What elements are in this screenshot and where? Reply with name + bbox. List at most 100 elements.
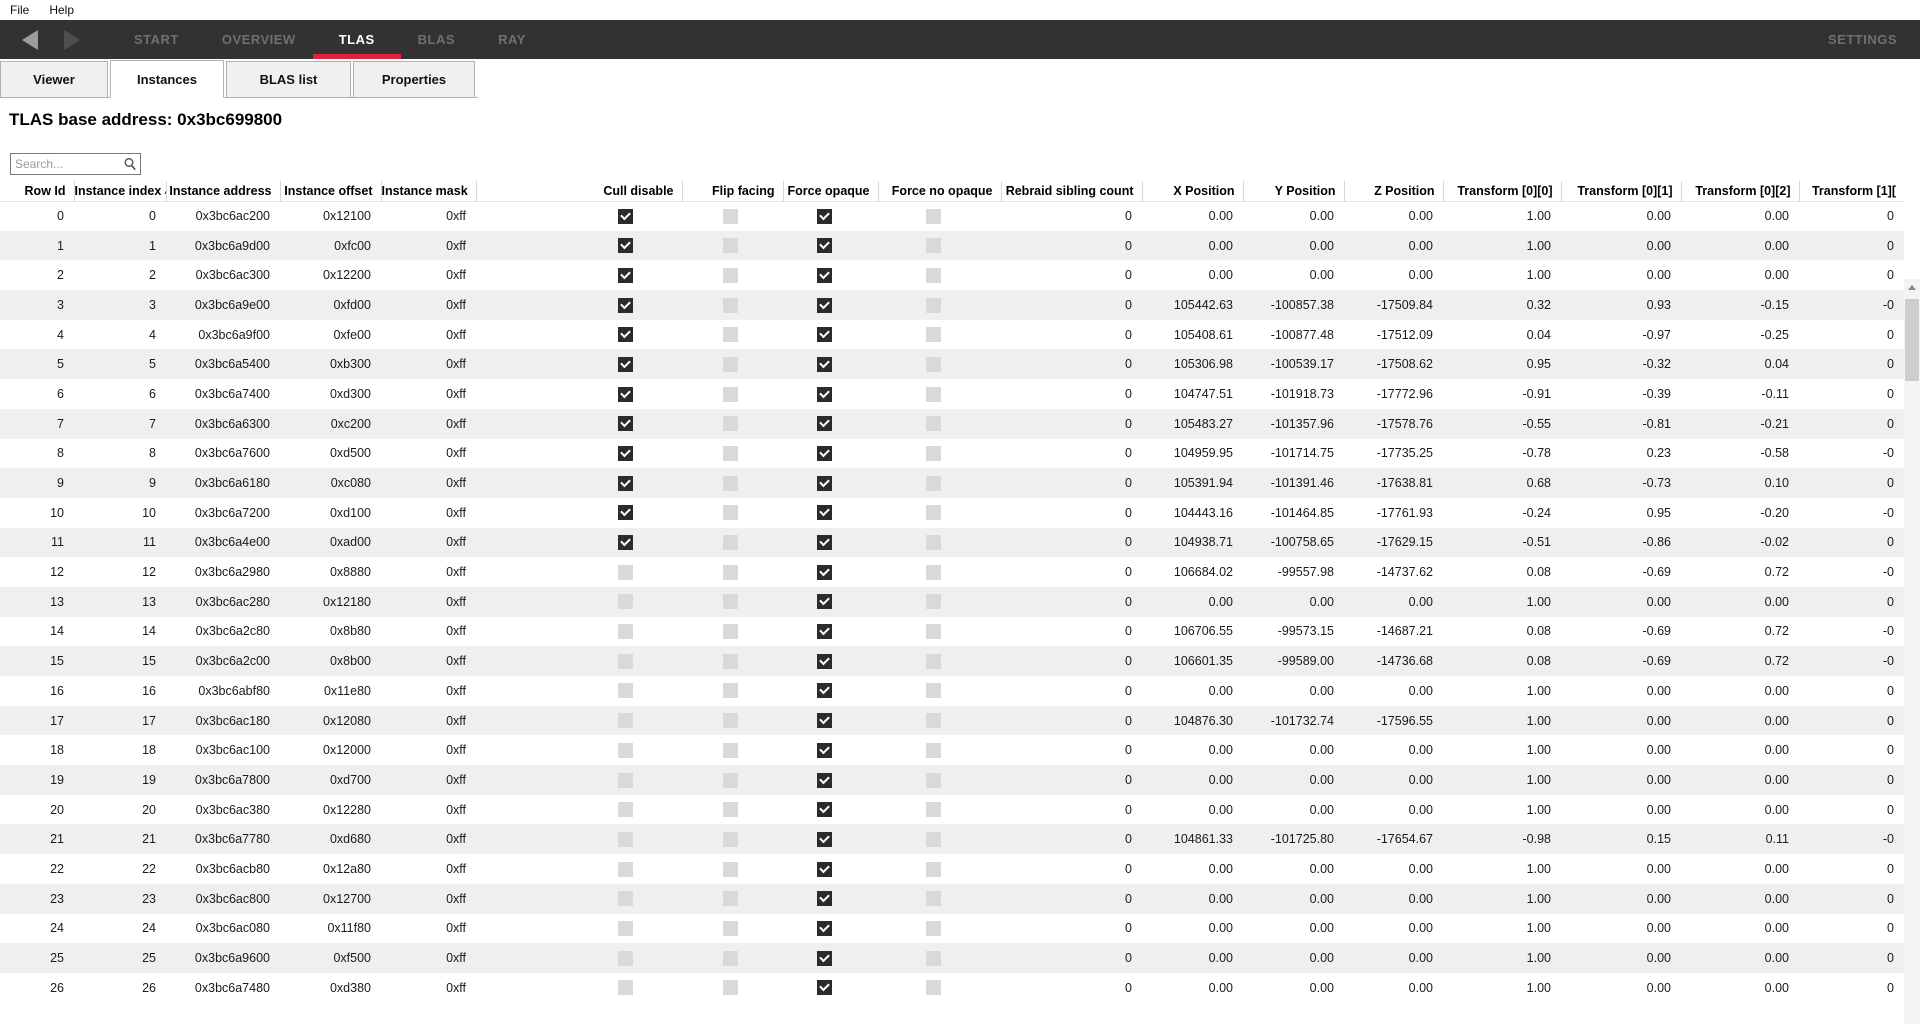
cell-instance_offset[interactable]: 0xad00	[329, 535, 371, 550]
cell-y_position[interactable]: 0.00	[1309, 951, 1334, 966]
cell-y_position[interactable]: 0.00	[1309, 891, 1334, 906]
flip-facing-checkbox[interactable]	[723, 980, 738, 996]
cell-instance_index[interactable]: 5	[149, 357, 156, 372]
cell-rebraid_sibling_count[interactable]: 0	[1125, 921, 1132, 936]
table-row[interactable]: 1 1 0x3bc6a9d00 0xfc00 0xff 0 0.00 0.00 0.00 1.00…	[0, 230, 1904, 261]
cell-transform_01[interactable]: 0.00	[1646, 802, 1671, 817]
cell-row_id[interactable]: 0	[57, 209, 64, 224]
force-no-opaque-checkbox[interactable]	[926, 653, 941, 669]
cell-transform_01[interactable]: 0.00	[1646, 594, 1671, 609]
cell-x_position[interactable]: 0.00	[1208, 772, 1233, 787]
cell-x_position[interactable]: 104747.51	[1173, 386, 1233, 401]
cell-x_position[interactable]: 0.00	[1208, 238, 1233, 253]
cell-y_position[interactable]: -101357.96	[1270, 416, 1334, 431]
cell-x_position[interactable]: 0.00	[1208, 209, 1233, 224]
cell-y_position[interactable]: -100857.38	[1270, 297, 1334, 312]
cell-z_position[interactable]: -17596.55	[1376, 713, 1433, 728]
flip-facing-checkbox[interactable]	[723, 238, 738, 254]
cell-instance_offset[interactable]: 0x8b80	[329, 624, 371, 639]
cell-z_position[interactable]: 0.00	[1408, 980, 1433, 995]
cell-instance_mask[interactable]: 0xff	[446, 980, 466, 995]
cell-y_position[interactable]: -101714.75	[1270, 446, 1334, 461]
cull-disable-checkbox[interactable]	[618, 238, 633, 254]
cell-transform_1[interactable]: -0	[1882, 505, 1894, 520]
force-opaque-checkbox[interactable]	[817, 831, 832, 847]
force-no-opaque-checkbox[interactable]	[926, 802, 941, 818]
cell-y_position[interactable]: -100877.48	[1270, 327, 1334, 342]
cell-transform_00[interactable]: 1.00	[1526, 268, 1551, 283]
force-no-opaque-checkbox[interactable]	[926, 950, 941, 966]
cell-transform_01[interactable]: -0.32	[1642, 357, 1672, 372]
table-row[interactable]: 25 25 0x3bc6a9600 0xf500 0xff 0 0.00 0.00 0.00 1.…	[0, 943, 1904, 973]
cell-transform_00[interactable]: 0.08	[1526, 624, 1551, 639]
cell-row_id[interactable]: 18	[50, 743, 64, 758]
cell-transform_01[interactable]: -0.97	[1642, 327, 1672, 342]
cell-instance_offset[interactable]: 0xc080	[330, 476, 371, 491]
cell-instance_offset[interactable]: 0xd300	[329, 386, 371, 401]
cell-transform_1[interactable]: -0	[1882, 624, 1894, 639]
cell-row_id[interactable]: 4	[57, 327, 64, 342]
cell-rebraid_sibling_count[interactable]: 0	[1125, 654, 1132, 669]
cell-x_position[interactable]: 104938.71	[1173, 535, 1233, 550]
cell-transform_00[interactable]: 0.32	[1526, 297, 1551, 312]
force-no-opaque-checkbox[interactable]	[926, 980, 941, 996]
flip-facing-checkbox[interactable]	[723, 713, 738, 729]
force-opaque-checkbox[interactable]	[817, 535, 832, 550]
cell-transform_00[interactable]: 1.00	[1526, 980, 1551, 995]
force-no-opaque-checkbox[interactable]	[926, 475, 941, 491]
flip-facing-checkbox[interactable]	[723, 208, 738, 224]
cell-x_position[interactable]: 0.00	[1208, 921, 1233, 936]
cull-disable-checkbox[interactable]	[618, 861, 633, 877]
force-opaque-checkbox[interactable]	[817, 208, 832, 224]
cell-transform_02[interactable]: 0.00	[1764, 772, 1789, 787]
cull-disable-checkbox[interactable]	[618, 891, 633, 907]
cell-z_position[interactable]: -17735.25	[1376, 446, 1433, 461]
cull-disable-checkbox[interactable]	[618, 594, 633, 610]
flip-facing-checkbox[interactable]	[723, 594, 738, 610]
cell-instance_address[interactable]: 0x3bc6acb80	[195, 861, 270, 876]
cell-y_position[interactable]: 0.00	[1309, 980, 1334, 995]
cell-transform_1[interactable]: -0	[1882, 654, 1894, 669]
cell-row_id[interactable]: 17	[50, 713, 64, 728]
table-row[interactable]: 11 11 0x3bc6a4e00 0xad00 0xff 0 104938.71 -1007…	[0, 527, 1904, 558]
cell-row_id[interactable]: 5	[57, 357, 64, 372]
cell-transform_02[interactable]: -0.11	[1761, 386, 1789, 401]
cell-transform_1[interactable]: 0	[1887, 980, 1894, 995]
cell-instance_offset[interactable]: 0xf500	[333, 951, 371, 966]
force-opaque-checkbox[interactable]	[817, 920, 832, 936]
table-row[interactable]: 12 12 0x3bc6a2980 0x8880 0xff 0 106684.02 -9955…	[0, 557, 1904, 587]
force-no-opaque-checkbox[interactable]	[926, 861, 941, 877]
table-row[interactable]: 10 10 0x3bc6a7200 0xd100 0xff 0 104443.16 -1014…	[0, 498, 1904, 528]
cell-rebraid_sibling_count[interactable]: 0	[1125, 713, 1132, 728]
cell-rebraid_sibling_count[interactable]: 0	[1125, 565, 1132, 580]
cull-disable-checkbox[interactable]	[618, 327, 633, 343]
subtab-viewer[interactable]: Viewer	[0, 61, 108, 98]
cell-row_id[interactable]: 22	[50, 861, 64, 876]
cell-transform_1[interactable]: 0	[1887, 386, 1894, 401]
force-no-opaque-checkbox[interactable]	[926, 297, 941, 313]
cell-transform_00[interactable]: 1.00	[1526, 594, 1551, 609]
force-no-opaque-checkbox[interactable]	[926, 416, 941, 432]
cell-transform_1[interactable]: 0	[1887, 802, 1894, 817]
force-no-opaque-checkbox[interactable]	[926, 238, 941, 254]
table-row[interactable]: 21 21 0x3bc6a7780 0xd680 0xff 0 104861.33 -1017…	[0, 824, 1904, 855]
table-row[interactable]: 24 24 0x3bc6ac080 0x11f80 0xff 0 0.00 0.00 0.00 1…	[0, 914, 1904, 944]
column-header-rebraid_sibling_count[interactable]: Rebraid sibling count	[1001, 181, 1143, 201]
cell-instance_mask[interactable]: 0xff	[446, 476, 466, 491]
cell-transform_02[interactable]: 0.72	[1764, 624, 1789, 639]
cell-transform_1[interactable]: -0	[1882, 297, 1894, 312]
force-no-opaque-checkbox[interactable]	[926, 713, 941, 729]
cull-disable-checkbox[interactable]	[618, 208, 633, 224]
force-no-opaque-checkbox[interactable]	[926, 594, 941, 610]
cell-transform_00[interactable]: 0.95	[1526, 357, 1551, 372]
cull-disable-checkbox[interactable]	[618, 535, 633, 550]
cell-z_position[interactable]: -14687.21	[1376, 624, 1433, 639]
cell-z_position[interactable]: -17509.84	[1376, 297, 1433, 312]
cell-instance_address[interactable]: 0x3bc6a7400	[194, 386, 270, 401]
cell-transform_1[interactable]: 0	[1887, 683, 1894, 698]
cell-x_position[interactable]: 0.00	[1208, 802, 1233, 817]
cell-instance_index[interactable]: 10	[142, 505, 156, 520]
cell-rebraid_sibling_count[interactable]: 0	[1125, 238, 1132, 253]
cell-rebraid_sibling_count[interactable]: 0	[1125, 327, 1132, 342]
force-opaque-checkbox[interactable]	[817, 386, 832, 402]
